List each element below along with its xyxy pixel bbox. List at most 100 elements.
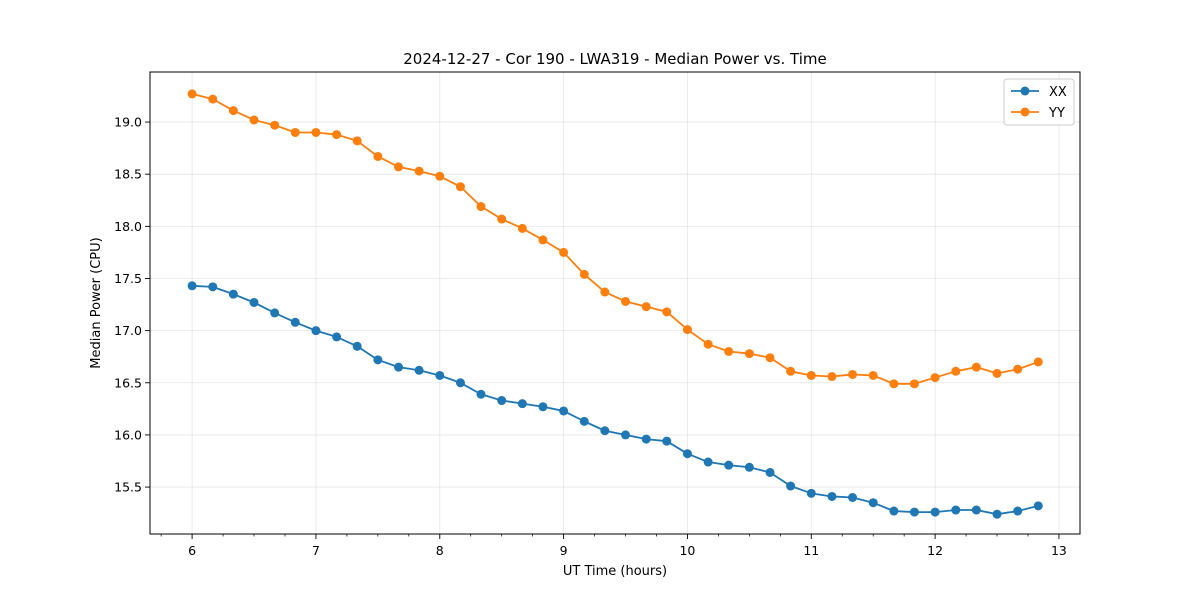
data-point-yy [848,369,858,379]
x-tick-label: 6 [188,543,196,558]
data-point-yy [579,269,589,279]
data-point-xx [909,507,919,517]
y-tick-label: 18.0 [114,219,142,234]
data-point-yy [909,379,919,389]
data-point-yy [435,171,445,181]
data-point-yy [187,89,197,99]
data-point-yy [290,127,300,137]
data-point-xx [517,399,527,409]
data-point-yy [930,373,940,383]
data-point-xx [724,460,734,470]
data-point-xx [270,308,280,318]
data-point-xx [476,389,486,399]
data-point-yy [332,130,342,140]
data-point-xx [414,365,424,375]
data-point-yy [414,166,424,176]
data-point-yy [476,202,486,212]
data-point-yy [889,379,899,389]
y-tick-label: 19.0 [114,115,142,130]
data-point-yy [228,106,238,116]
legend-label-yy: YY [1048,106,1065,121]
plot-frame [149,71,1081,535]
data-point-yy [270,120,280,130]
series-yy [187,89,1043,389]
data-point-yy [1033,357,1043,367]
y-tick-label: 16.5 [114,375,142,390]
data-point-xx [786,481,796,491]
data-point-xx [559,406,569,416]
chart-title: 2024-12-27 - Cor 190 - LWA319 - Median P… [403,50,827,68]
data-point-xx [806,488,816,498]
y-tick-label: 15.5 [114,480,142,495]
data-point-yy [682,325,692,335]
data-point-xx [992,509,1002,519]
data-point-yy [373,151,383,161]
x-tick-label: 11 [803,543,819,558]
y-tick-label: 18.5 [114,167,142,182]
data-point-xx [744,462,754,472]
legend: XX YY [1003,78,1075,126]
data-point-xx [889,506,899,516]
data-point-xx [455,378,465,388]
data-point-yy [724,346,734,356]
data-point-yy [538,235,548,245]
data-point-xx [848,493,858,502]
data-point-xx [435,370,445,380]
data-point-xx [641,434,651,444]
data-point-yy [394,162,404,172]
data-point-xx [208,282,218,292]
data-point-yy [786,366,796,376]
y-tick-label: 16.0 [114,427,142,442]
legend-marker-yy [1020,107,1030,117]
y-axis-label: Median Power (CPU) [89,237,104,368]
data-point-yy [744,349,754,359]
data-point-xx [600,426,610,436]
data-point-xx [703,457,713,467]
x-axis-label: UT Time (hours) [563,564,667,579]
x-tick-label: 13 [1051,543,1067,558]
data-point-xx [621,430,631,440]
data-point-yy [311,127,321,137]
x-tick-label: 12 [927,543,943,558]
data-point-yy [621,296,631,306]
data-point-xx [868,498,878,508]
data-point-yy [765,353,775,363]
data-point-yy [497,214,507,224]
data-point-yy [208,94,218,104]
data-point-xx [352,341,362,351]
data-point-xx [311,326,321,336]
data-point-yy [517,223,527,233]
data-point-xx [662,436,672,446]
data-point-xx [930,507,940,517]
data-point-yy [455,182,465,192]
series-xx [187,281,1043,519]
data-point-xx [394,362,404,372]
data-point-xx [1033,501,1043,511]
data-point-yy [559,247,569,257]
x-tick-label: 9 [560,543,568,558]
data-point-xx [332,332,342,342]
data-point-yy [868,370,878,380]
data-point-xx [228,289,238,299]
data-point-yy [806,370,816,380]
series-layer [187,89,1043,519]
data-point-xx [951,505,961,515]
data-point-xx [538,402,548,412]
data-point-yy [951,366,961,376]
legend-marker-xx [1020,86,1030,96]
data-point-yy [662,307,672,317]
data-point-yy [1013,364,1023,374]
data-point-yy [249,115,259,125]
data-point-xx [497,396,507,406]
data-point-yy [827,372,837,382]
data-point-xx [682,449,692,459]
data-point-xx [765,467,775,477]
data-point-yy [992,368,1002,378]
grid [150,72,1080,534]
y-tick-label: 17.5 [114,271,142,286]
x-tick-label: 7 [312,543,320,558]
data-point-xx [373,355,383,365]
legend-label-xx: XX [1049,85,1067,100]
x-tick-label: 8 [436,543,444,558]
